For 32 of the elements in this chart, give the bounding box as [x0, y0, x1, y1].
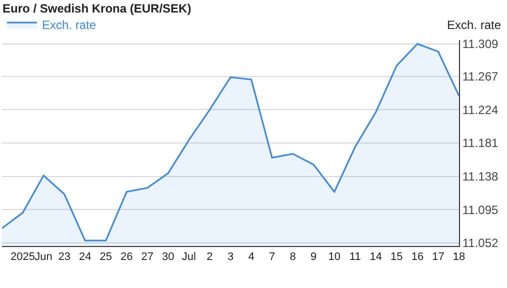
- x-tick-label: 26: [120, 251, 133, 264]
- x-tick-label: 9: [310, 251, 317, 264]
- x-tick-label: 23: [58, 251, 70, 264]
- x-tick-label: 14: [370, 251, 382, 264]
- x-tick-label: 11: [349, 251, 361, 264]
- x-tick-label: 8: [290, 251, 296, 264]
- x-tick-label: 25: [100, 251, 112, 264]
- x-tick-label: 2025: [10, 251, 36, 264]
- y-tick-label: 11.181: [462, 136, 499, 150]
- x-tick-label: 4: [248, 251, 254, 264]
- x-tick-label: 17: [432, 251, 444, 264]
- y-tick-label: 11.138: [462, 170, 499, 184]
- y-tick-label: 11.095: [462, 202, 499, 217]
- y-tick-label: 11.309: [462, 37, 499, 52]
- x-tick-label: 24: [78, 251, 92, 264]
- x-tick-label: 18: [452, 251, 466, 264]
- x-tick-label: 16: [411, 251, 424, 264]
- chart-title: Euro / Swedish Krona (EUR/SEK): [2, 2, 192, 16]
- y-tick-label: 11.052: [462, 236, 499, 250]
- x-tick-label: 30: [162, 251, 174, 264]
- x-tick-label: Jul: [182, 251, 196, 264]
- legend-label: Exch. rate: [42, 18, 96, 32]
- y-tick-label: 11.224: [462, 102, 499, 117]
- y-tick-label: 11.267: [462, 70, 499, 84]
- x-tick-label: 7: [268, 251, 276, 264]
- y-axis-title: Exch. rate: [447, 18, 502, 32]
- x-tick-label: 2: [206, 251, 213, 264]
- x-tick-label: 3: [227, 251, 234, 264]
- x-tick-label: 27: [141, 251, 154, 264]
- x-tick-label: Jun: [34, 251, 52, 264]
- x-tick-label: 10: [328, 251, 340, 264]
- x-tick-label: 15: [390, 251, 403, 264]
